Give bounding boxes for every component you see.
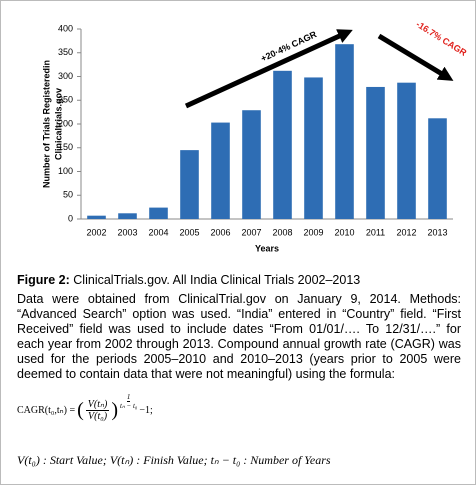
bar <box>304 77 323 219</box>
arrow <box>184 29 353 109</box>
y-tick-label: 300 <box>58 71 73 81</box>
y-tick-label: 350 <box>58 47 73 57</box>
bar <box>211 122 230 219</box>
x-tick-label: 2008 <box>272 227 292 237</box>
y-tick-label: 200 <box>58 118 73 128</box>
caption-text: ClinicalTrials.gov. All India Clinical T… <box>73 273 361 287</box>
x-tick-label: 2003 <box>117 227 137 237</box>
y-tick-label: 400 <box>58 23 73 33</box>
bar <box>273 70 292 219</box>
formula: CAGR(t₀,tₙ) = ( V(tₙ) V(t₀) ) 1 tₙ − t₀ −1… <box>17 393 153 422</box>
exponent: 1 tₙ − t₀ <box>120 393 137 410</box>
x-tick-label: 2002 <box>86 227 106 237</box>
x-tick-label: 2004 <box>148 227 168 237</box>
bar <box>149 207 168 219</box>
bar <box>87 215 106 219</box>
formula-legend: V(t₀) : Start Value; V(tₙ) : Finish Valu… <box>17 453 331 467</box>
chart: 0 50 100 150 200 250 300 350 400 2002 2003 2004 2005… <box>41 19 468 253</box>
denominator: V(t₀) <box>88 411 108 422</box>
y-tick-label: 150 <box>58 142 73 152</box>
y-tick-label: 100 <box>58 166 73 176</box>
annotation: -16.7% CAGR <box>414 19 468 58</box>
x-tick-label: 2011 <box>366 227 385 237</box>
exp-num: 1 <box>126 393 131 402</box>
bar <box>428 118 447 219</box>
bar <box>335 44 354 220</box>
y-axis-label: Number of Trials Registeredin <box>41 60 51 188</box>
bar <box>180 150 199 219</box>
x-tick-label: 2013 <box>427 227 447 237</box>
x-tick-label: 2007 <box>241 227 261 237</box>
bar <box>242 110 261 219</box>
caption: Figure 2: ClinicalTrials.gov. All India … <box>17 273 360 287</box>
numerator: V(tₙ) <box>85 399 110 411</box>
caption-label: Figure 2: <box>17 273 70 287</box>
y-tick-label: 0 <box>68 213 73 223</box>
x-tick-label: 2006 <box>210 227 230 237</box>
paragraph: Data were obtained from ClinicalTrial.go… <box>17 292 461 381</box>
fraction: V(tₙ) V(t₀) <box>85 399 110 422</box>
bar <box>397 82 416 219</box>
bar <box>366 86 385 219</box>
x-tick-label: 2010 <box>334 227 354 237</box>
bar <box>118 213 137 219</box>
formula-lhs: CAGR(t₀,tₙ) = <box>17 405 76 416</box>
arrow <box>377 33 454 81</box>
x-tick-label: 2012 <box>396 227 416 237</box>
exp-den: tₙ − t₀ <box>120 402 138 410</box>
formula-tail: −1; <box>139 405 153 416</box>
x-tick-label: 2009 <box>303 227 323 237</box>
y-axis-label: Clinicaltrials.gov <box>53 88 63 160</box>
y-tick-label: 50 <box>63 190 73 200</box>
x-axis-label: Years <box>255 243 279 253</box>
x-tick-label: 2005 <box>179 227 199 237</box>
y-tick-label: 250 <box>58 95 73 105</box>
